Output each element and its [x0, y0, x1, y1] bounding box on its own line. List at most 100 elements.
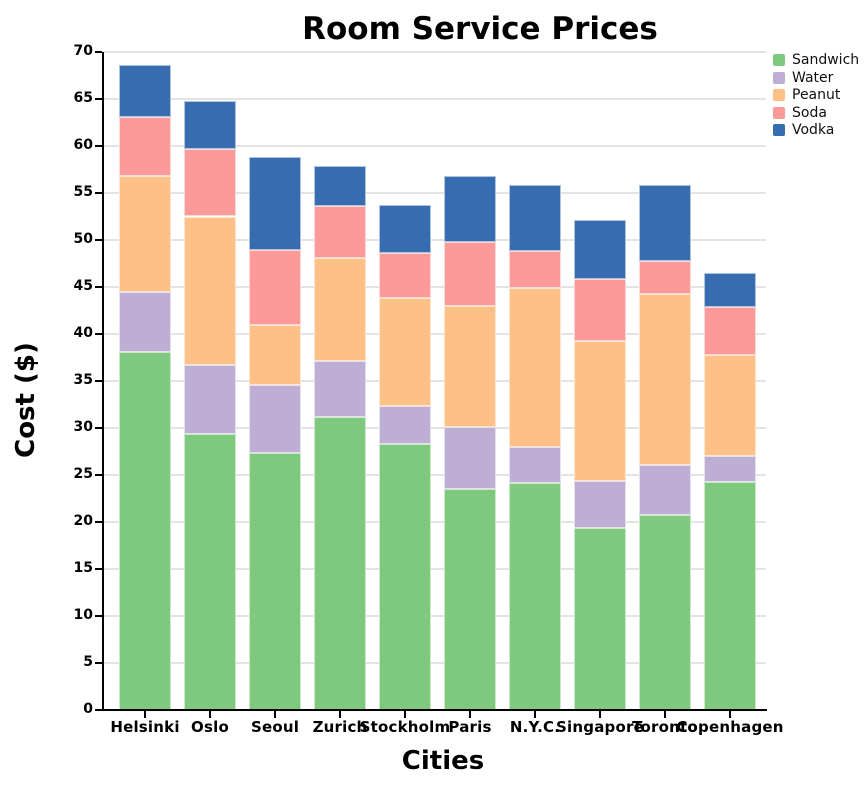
- bar-segment-soda: [444, 241, 496, 306]
- legend-swatch-soda: [773, 106, 785, 119]
- bar-segment-peanut: [119, 176, 171, 292]
- bar-segment-soda: [184, 148, 236, 217]
- bar-segment-peanut: [639, 293, 691, 465]
- x-tick-label-2: Oslo: [191, 718, 229, 736]
- legend-swatch-sandwich: [773, 54, 785, 66]
- y-tick-label-15: 15: [73, 560, 93, 576]
- y-axis-label: Cost ($): [11, 342, 41, 458]
- x-tick-mark-2: [209, 711, 211, 718]
- y-tick-label-30: 30: [73, 419, 93, 435]
- legend-item-soda: Soda: [773, 105, 827, 121]
- x-tick-mark-8: [599, 711, 601, 718]
- y-tick-mark-35: [95, 380, 102, 382]
- x-tick-mark-4: [339, 711, 341, 718]
- legend-swatch-peanut: [773, 89, 785, 102]
- x-tick-label-6: Paris: [448, 718, 492, 736]
- bar-segment-water: [184, 365, 236, 434]
- legend-item-peanut: Peanut: [773, 87, 840, 103]
- bar-segment-water: [314, 361, 366, 417]
- x-tick-mark-5: [404, 711, 406, 718]
- gridline-y-60: [103, 145, 766, 147]
- y-tick-mark-5: [95, 662, 102, 664]
- bar-segment-water: [509, 446, 561, 484]
- legend-item-sandwich: Sandwich: [773, 52, 859, 68]
- y-tick-mark-40: [95, 333, 102, 335]
- y-tick-label-20: 20: [73, 513, 93, 529]
- y-tick-label-70: 70: [73, 43, 93, 59]
- y-tick-mark-55: [95, 192, 102, 194]
- x-tick-label-10: Copenhagen: [676, 718, 784, 736]
- bar-segment-sandwich: [704, 481, 756, 710]
- x-tick-label-7: N.Y.C.: [509, 718, 561, 736]
- legend-label-sandwich: Sandwich: [792, 52, 860, 68]
- x-axis-spine: [102, 709, 767, 711]
- bar-segment-water: [704, 456, 756, 482]
- y-tick-mark-20: [95, 521, 102, 523]
- gridline-y-50: [103, 239, 766, 241]
- bar-segment-water: [574, 480, 626, 528]
- bar-segment-sandwich: [314, 416, 366, 710]
- bar-segment-soda: [639, 260, 691, 294]
- x-tick-mark-3: [274, 711, 276, 718]
- x-tick-mark-9: [664, 711, 666, 718]
- y-tick-mark-60: [95, 145, 102, 147]
- gridline-y-35: [103, 380, 766, 382]
- y-tick-label-60: 60: [73, 137, 93, 153]
- gridline-y-10: [103, 615, 766, 617]
- x-tick-mark-10: [729, 711, 731, 718]
- bar-segment-peanut: [249, 324, 301, 385]
- legend-label-vodka: Vodka: [792, 122, 835, 139]
- bar-segment-vodka: [444, 176, 496, 242]
- bar-segment-peanut: [509, 287, 561, 447]
- y-tick-label-10: 10: [73, 607, 93, 623]
- gridline-y-40: [103, 333, 766, 335]
- bar-segment-peanut: [574, 340, 626, 481]
- bar-segment-water: [249, 384, 301, 454]
- x-tick-label-5: Stockholm: [359, 718, 451, 736]
- x-tick-mark-6: [469, 711, 471, 718]
- bar-segment-vodka: [509, 184, 561, 252]
- gridline-y-65: [103, 98, 766, 100]
- gridline-y-45: [103, 286, 766, 288]
- bar-segment-peanut: [444, 305, 496, 428]
- bar-segment-vodka: [574, 220, 626, 279]
- y-tick-mark-15: [95, 568, 102, 570]
- y-tick-mark-30: [95, 427, 102, 429]
- gridline-y-55: [103, 192, 766, 194]
- y-tick-label-35: 35: [73, 372, 93, 388]
- bar-segment-soda: [704, 306, 756, 355]
- bar-segment-sandwich: [574, 527, 626, 710]
- chart-title: Room Service Prices: [302, 11, 658, 47]
- bar-segment-soda: [379, 253, 431, 299]
- bar-segment-vodka: [704, 272, 756, 307]
- bar-segment-soda: [249, 250, 301, 325]
- y-tick-mark-50: [95, 239, 102, 241]
- bar-segment-peanut: [184, 216, 236, 366]
- legend-item-water: Water: [773, 70, 833, 86]
- legend-swatch-vodka: [773, 124, 785, 137]
- gridline-y-70: [103, 51, 766, 53]
- legend-label-peanut: Peanut: [792, 87, 841, 104]
- y-tick-label-65: 65: [73, 90, 93, 106]
- bar-segment-peanut: [704, 354, 756, 457]
- y-tick-mark-25: [95, 474, 102, 476]
- bar-segment-sandwich: [249, 453, 301, 710]
- bar-segment-vodka: [314, 165, 366, 207]
- y-tick-label-40: 40: [73, 325, 93, 341]
- bar-segment-soda: [314, 206, 366, 258]
- bar-segment-peanut: [379, 298, 431, 407]
- bar-segment-soda: [509, 251, 561, 288]
- x-tick-label-4: Zurich: [312, 718, 368, 736]
- gridline-y-30: [103, 427, 766, 429]
- bar-segment-water: [119, 291, 171, 352]
- bar-segment-sandwich: [119, 351, 171, 710]
- bar-segment-vodka: [249, 157, 301, 251]
- bar-segment-vodka: [639, 184, 691, 261]
- x-tick-mark-1: [144, 711, 146, 718]
- x-axis-label: Cities: [401, 746, 485, 776]
- bar-segment-soda: [119, 116, 171, 177]
- y-tick-mark-10: [95, 615, 102, 617]
- legend-label-water: Water: [792, 69, 834, 86]
- bar-segment-water: [379, 406, 431, 444]
